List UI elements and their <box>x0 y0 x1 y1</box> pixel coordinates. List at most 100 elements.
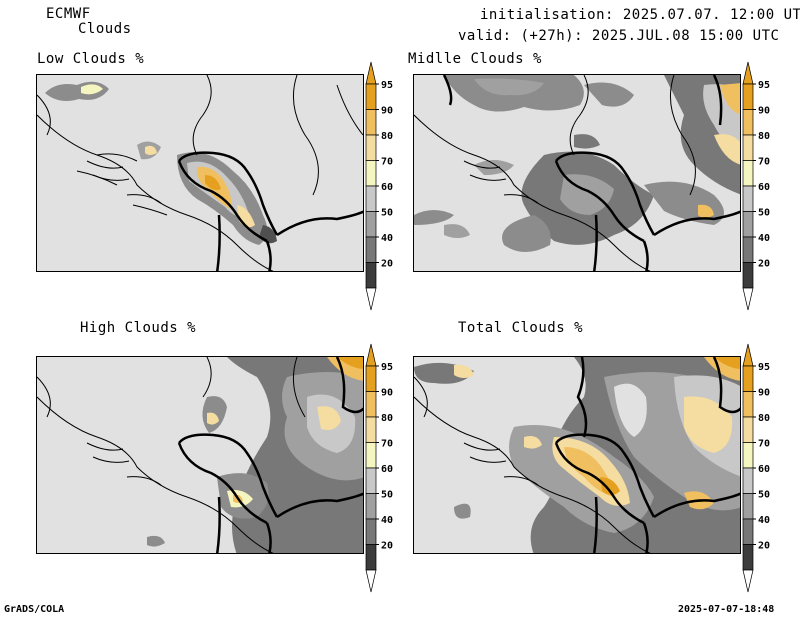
colorbar-tick-label: 60 <box>381 464 393 475</box>
colorbar-tick-label: 60 <box>758 464 770 475</box>
colorbar-tick-label: 95 <box>381 362 393 373</box>
footer-left: GrADS/COLA <box>4 604 65 615</box>
colorbar-top-arrow <box>742 61 754 85</box>
colorbar-segment <box>742 544 754 571</box>
colorbar-segment <box>365 262 377 289</box>
colorbar-segment <box>742 391 754 418</box>
colorbar-tick-label: 20 <box>381 541 393 552</box>
colorbar-svg: 95 90 80 70 60 50 40 20 <box>365 343 393 593</box>
colorbar-segment <box>365 109 377 136</box>
colorbar-tick-label: 90 <box>381 106 393 117</box>
colorbar-segment <box>742 416 754 443</box>
colorbar-segment <box>742 467 754 494</box>
colorbar-low: 95 90 80 70 60 50 40 20 <box>364 60 404 311</box>
colorbar-tick-label: 90 <box>758 388 770 399</box>
colorbar-tick-label: 70 <box>758 157 770 168</box>
map-middle-svg <box>414 75 740 271</box>
map-low-svg <box>37 75 363 271</box>
colorbar-tick-label: 50 <box>758 208 770 219</box>
footer-right: 2025-07-07-18:48 <box>678 604 775 615</box>
colorbar-bottom-arrow <box>742 569 754 593</box>
product-label: Clouds <box>78 21 132 37</box>
colorbar-segment <box>365 518 377 545</box>
colorbar-tick-label: 70 <box>381 439 393 450</box>
colorbar-segment <box>742 236 754 263</box>
colorbar-tick-label: 20 <box>381 259 393 270</box>
colorbar-bottom-arrow <box>742 287 754 311</box>
colorbar-segment <box>742 442 754 469</box>
map-panel-middle <box>413 74 741 272</box>
colorbar-segment <box>365 442 377 469</box>
panel-title-middle: Midlle Clouds % <box>408 51 542 67</box>
map-panel-low <box>36 74 364 272</box>
colorbar-tick-label: 60 <box>381 182 393 193</box>
colorbar-svg: 95 90 80 70 60 50 40 20 <box>742 343 770 593</box>
colorbar-bottom-arrow <box>365 287 377 311</box>
colorbar-bottom-arrow <box>365 569 377 593</box>
colorbar-tick-label: 40 <box>381 233 393 244</box>
colorbar-segment <box>365 83 377 110</box>
colorbar-tick-label: 50 <box>381 490 393 501</box>
colorbar-tick-label: 90 <box>758 106 770 117</box>
colorbar-tick-label: 95 <box>758 362 770 373</box>
colorbar-segment <box>742 134 754 161</box>
cloud-fill-total <box>414 357 740 553</box>
map-total-svg <box>414 357 740 553</box>
colorbar-segment <box>365 211 377 238</box>
colorbar-tick-label: 80 <box>381 413 393 424</box>
colorbar-segment <box>365 160 377 187</box>
colorbar-svg: 95 90 80 70 60 50 40 20 <box>365 61 393 311</box>
colorbar-segment <box>742 365 754 392</box>
colorbar-svg: 95 90 80 70 60 50 40 20 <box>742 61 770 311</box>
colorbar-tick-label: 80 <box>758 413 770 424</box>
colorbar-tick-label: 40 <box>758 233 770 244</box>
colorbar-segment <box>742 518 754 545</box>
model-label: ECMWF <box>46 6 91 22</box>
colorbar-segment <box>365 185 377 212</box>
map-panel-total <box>413 356 741 554</box>
colorbar-total: 95 90 80 70 60 50 40 20 <box>741 342 781 593</box>
colorbar-segment <box>365 365 377 392</box>
map-high-svg <box>37 357 363 553</box>
colorbar-top-arrow <box>365 61 377 85</box>
colorbar-tick-label: 80 <box>381 131 393 142</box>
colorbar-tick-label: 70 <box>758 439 770 450</box>
panel-title-high: High Clouds % <box>80 320 197 336</box>
colorbar-segment <box>742 109 754 136</box>
colorbar-tick-label: 70 <box>381 157 393 168</box>
map-panel-high <box>36 356 364 554</box>
colorbar-tick-label: 90 <box>381 388 393 399</box>
colorbar-segment <box>742 211 754 238</box>
colorbar-segment <box>742 185 754 212</box>
cloud-fill-middle <box>414 75 740 252</box>
colorbar-segment <box>365 544 377 571</box>
colorbar-segment <box>365 236 377 263</box>
colorbar-tick-label: 50 <box>381 208 393 219</box>
colorbar-tick-label: 80 <box>758 131 770 142</box>
colorbar-top-arrow <box>742 343 754 367</box>
valid-time: valid: (+27h): 2025.JUL.08 15:00 UTC <box>458 28 780 44</box>
colorbar-segment <box>365 467 377 494</box>
cloud-fill-high <box>147 357 363 553</box>
colorbar-segment <box>365 391 377 418</box>
colorbar-top-arrow <box>365 343 377 367</box>
panel-title-total: Total Clouds % <box>458 320 584 336</box>
colorbar-segment <box>365 493 377 520</box>
init-time: initialisation: 2025.07.07. 12:00 UTC <box>480 7 800 23</box>
colorbar-tick-label: 40 <box>758 515 770 526</box>
colorbar-middle: 95 90 80 70 60 50 40 20 <box>741 60 781 311</box>
colorbar-segment <box>742 83 754 110</box>
panel-title-low: Low Clouds % <box>37 51 145 67</box>
colorbar-tick-label: 60 <box>758 182 770 193</box>
colorbar-segment <box>742 160 754 187</box>
colorbar-tick-label: 50 <box>758 490 770 501</box>
colorbar-segment <box>742 262 754 289</box>
colorbar-tick-label: 20 <box>758 259 770 270</box>
colorbar-segment <box>742 493 754 520</box>
colorbar-segment <box>365 134 377 161</box>
colorbar-high: 95 90 80 70 60 50 40 20 <box>364 342 404 593</box>
colorbar-tick-label: 40 <box>381 515 393 526</box>
colorbar-segment <box>365 416 377 443</box>
colorbar-tick-label: 95 <box>381 80 393 91</box>
colorbar-tick-label: 95 <box>758 80 770 91</box>
